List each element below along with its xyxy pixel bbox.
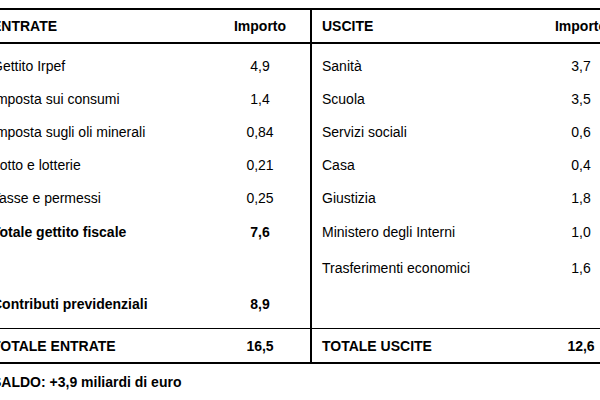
- uscite-row-value: 1,6: [531, 260, 600, 276]
- uscite-total-row: TOTALE USCITE 12,6: [312, 329, 600, 362]
- entrate-row-value: 0,25: [210, 190, 310, 206]
- entrate-total-row: TOTALE ENTRATE 16,5: [0, 329, 310, 362]
- table-row: Lotto e lotterie 0,21: [0, 148, 310, 181]
- uscite-section: USCITE Importo Sanità 3,7 Scuola 3,5 Ser…: [312, 10, 600, 362]
- uscite-importo-header: Importo: [531, 18, 600, 34]
- table-row: Imposta sugli oli minerali 0,84: [0, 115, 310, 148]
- uscite-row-value: 3,7: [531, 58, 600, 74]
- entrate-row-label: Tasse e permessi: [0, 190, 210, 206]
- table-row: Servizi sociali 0,6: [312, 115, 600, 148]
- entrate-row-value: 7,6: [210, 224, 310, 240]
- entrate-row-label: Imposta sugli oli minerali: [0, 124, 210, 140]
- uscite-row-label: Sanità: [312, 58, 531, 74]
- entrate-row-value: 4,9: [210, 58, 310, 74]
- entrate-row-value: 8,9: [210, 296, 310, 312]
- uscite-row-value: 1,8: [531, 190, 600, 206]
- table-row: Casa 0,4: [312, 148, 600, 181]
- uscite-total-value: 12,6: [531, 338, 600, 354]
- entrate-row-value: 0,21: [210, 157, 310, 173]
- table-row-subtotal: Totale gettito fiscale 7,6: [0, 214, 310, 250]
- table-row: Giustizia 1,8: [312, 181, 600, 214]
- uscite-row-value: 0,6: [531, 124, 600, 140]
- uscite-row-value: 3,5: [531, 91, 600, 107]
- entrate-section: ENTRATE Importo Gettito Irpef 4,9 Impost…: [0, 10, 312, 362]
- entrate-total-value: 16,5: [210, 338, 310, 354]
- table-row: Imposta sui consumi 1,4: [0, 82, 310, 115]
- entrate-row-label: Totale gettito fiscale: [0, 224, 210, 240]
- budget-table: ENTRATE Importo Gettito Irpef 4,9 Impost…: [0, 8, 600, 364]
- entrate-row-label: Contributi previdenziali: [0, 296, 210, 312]
- uscite-row-value: 0,4: [531, 157, 600, 173]
- table-row: Scuola 3,5: [312, 82, 600, 115]
- uscite-body: Sanità 3,7 Scuola 3,5 Servizi sociali 0,…: [312, 44, 600, 329]
- uscite-row-label: Giustizia: [312, 190, 531, 206]
- saldo-line: SALDO: +3,9 miliardi di euro: [0, 374, 600, 390]
- entrate-row-label: Lotto e lotterie: [0, 157, 210, 173]
- entrate-row-value: 0,84: [210, 124, 310, 140]
- table-row-subtotal: Contributi previdenziali 8,9: [0, 286, 310, 321]
- uscite-row-label: Trasferimenti economici: [312, 260, 531, 276]
- table-row: Tasse e permessi 0,25: [0, 181, 310, 214]
- budget-document: ENTRATE Importo Gettito Irpef 4,9 Impost…: [0, 0, 600, 400]
- table-row-empty: [0, 250, 310, 286]
- uscite-row-label: Servizi sociali: [312, 124, 531, 140]
- entrate-title: ENTRATE: [0, 18, 210, 34]
- table-row: Trasferimenti economici 1,6: [312, 250, 600, 286]
- uscite-row-label: Scuola: [312, 91, 531, 107]
- entrate-row-value: 1,4: [210, 91, 310, 107]
- uscite-title: USCITE: [312, 18, 531, 34]
- entrate-importo-header: Importo: [210, 18, 310, 34]
- entrate-total-label: TOTALE ENTRATE: [0, 338, 210, 354]
- entrate-body: Gettito Irpef 4,9 Imposta sui consumi 1,…: [0, 44, 310, 329]
- entrate-row-label: Imposta sui consumi: [0, 91, 210, 107]
- entrate-row-label: Gettito Irpef: [0, 58, 210, 74]
- uscite-row-label: Ministero degli Interni: [312, 224, 531, 240]
- entrate-header-row: ENTRATE Importo: [0, 10, 310, 44]
- uscite-row-value: 1,0: [531, 224, 600, 240]
- uscite-row-label: Casa: [312, 157, 531, 173]
- table-row: Sanità 3,7: [312, 49, 600, 82]
- table-row: Gettito Irpef 4,9: [0, 49, 310, 82]
- uscite-total-label: TOTALE USCITE: [312, 338, 531, 354]
- table-row: Ministero degli Interni 1,0: [312, 214, 600, 250]
- table-row-empty: [312, 286, 600, 321]
- uscite-header-row: USCITE Importo: [312, 10, 600, 44]
